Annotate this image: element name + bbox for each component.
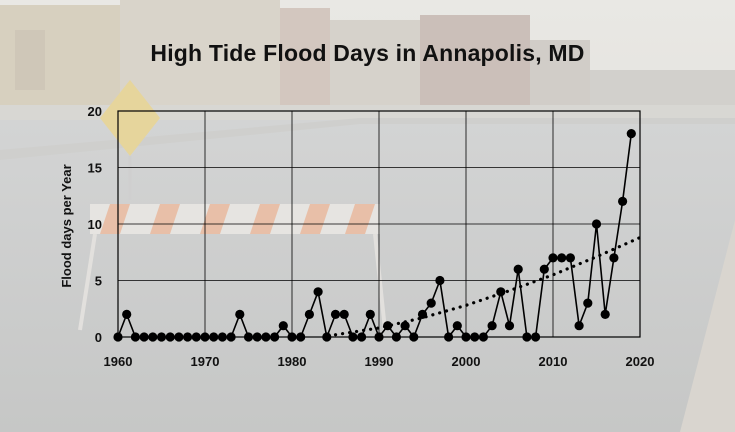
x-axis: 1960 1970 1980 1990 2000 2010 2020 bbox=[104, 354, 655, 369]
data-point bbox=[200, 332, 210, 342]
data-point bbox=[304, 309, 314, 319]
data-point bbox=[452, 321, 462, 331]
data-point bbox=[130, 332, 140, 342]
x-tick-label: 2020 bbox=[626, 354, 655, 369]
y-tick-label: 20 bbox=[88, 104, 102, 119]
data-point bbox=[383, 321, 393, 331]
trend-series bbox=[333, 235, 642, 337]
data-point bbox=[191, 332, 201, 342]
data-point bbox=[226, 332, 236, 342]
data-point bbox=[183, 332, 193, 342]
y-tick-label: 10 bbox=[88, 217, 102, 232]
data-point bbox=[626, 129, 636, 139]
y-tick-label: 15 bbox=[88, 161, 102, 176]
data-point bbox=[122, 309, 132, 319]
data-point bbox=[513, 264, 523, 274]
data-point bbox=[426, 298, 436, 308]
series-line bbox=[117, 133, 633, 340]
data-point bbox=[139, 332, 149, 342]
data-point bbox=[496, 287, 506, 297]
data-point bbox=[444, 332, 454, 342]
x-tick-label: 2000 bbox=[452, 354, 481, 369]
data-point bbox=[435, 275, 445, 286]
data-point bbox=[174, 332, 184, 342]
data-point bbox=[600, 309, 610, 319]
x-tick-label: 1990 bbox=[365, 354, 394, 369]
data-point bbox=[148, 332, 158, 342]
data-point bbox=[278, 321, 288, 331]
data-point bbox=[409, 332, 419, 342]
data-series bbox=[113, 129, 636, 342]
data-point bbox=[261, 332, 271, 342]
y-tick-label: 0 bbox=[95, 330, 102, 345]
data-point bbox=[539, 264, 549, 274]
data-point bbox=[574, 321, 584, 331]
y-axis-label: Flood days per Year bbox=[59, 164, 74, 287]
data-point bbox=[400, 321, 410, 331]
data-point bbox=[478, 332, 488, 342]
data-point bbox=[357, 332, 367, 342]
data-point bbox=[618, 196, 628, 206]
data-point bbox=[583, 298, 593, 308]
data-point bbox=[322, 332, 332, 342]
data-point bbox=[591, 219, 602, 229]
data-point bbox=[522, 332, 532, 342]
data-point bbox=[461, 332, 471, 342]
data-point bbox=[417, 309, 428, 319]
data-point bbox=[113, 332, 123, 342]
data-point bbox=[217, 332, 227, 342]
data-point bbox=[156, 332, 167, 342]
y-axis: 0 5 10 15 20 bbox=[88, 104, 102, 345]
data-point bbox=[243, 332, 254, 342]
data-point bbox=[391, 332, 401, 342]
data-point bbox=[330, 309, 341, 319]
data-point bbox=[374, 332, 384, 342]
data-point bbox=[296, 332, 306, 342]
data-point bbox=[235, 309, 245, 319]
data-point bbox=[339, 309, 349, 319]
data-point bbox=[209, 332, 219, 342]
data-point bbox=[252, 332, 262, 342]
data-point bbox=[531, 332, 541, 342]
chart-title: High Tide Flood Days in Annapolis, MD bbox=[150, 40, 585, 66]
grid bbox=[117, 110, 641, 338]
data-point bbox=[165, 332, 175, 342]
data-point bbox=[365, 309, 375, 319]
y-tick-label: 5 bbox=[95, 274, 102, 289]
x-tick-label: 1980 bbox=[278, 354, 307, 369]
data-point bbox=[548, 253, 558, 263]
data-point bbox=[504, 321, 515, 331]
data-point bbox=[487, 321, 497, 331]
data-point bbox=[470, 332, 480, 342]
data-point bbox=[270, 332, 280, 342]
data-point bbox=[348, 332, 358, 342]
data-point bbox=[557, 253, 567, 263]
data-point bbox=[609, 253, 619, 263]
x-tick-label: 2010 bbox=[539, 354, 568, 369]
trend-line bbox=[333, 235, 642, 337]
data-point bbox=[565, 253, 576, 263]
data-point bbox=[287, 332, 297, 342]
x-tick-label: 1960 bbox=[104, 354, 133, 369]
x-tick-label: 1970 bbox=[191, 354, 220, 369]
data-point bbox=[313, 287, 323, 297]
